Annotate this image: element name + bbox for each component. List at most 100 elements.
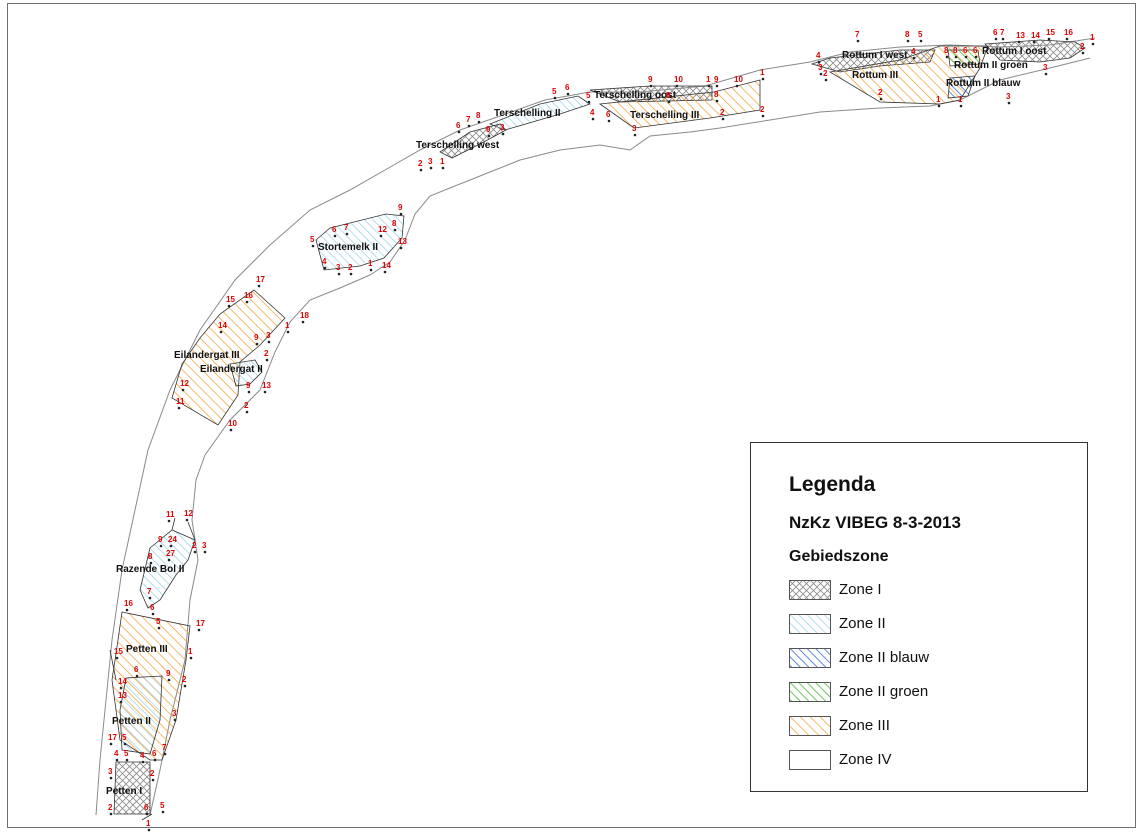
vertex-number: 8 (905, 30, 910, 39)
vertex-dot (817, 60, 821, 64)
vertex-number: 17 (108, 733, 117, 742)
zone-razende-bol-ii[interactable] (139, 529, 196, 609)
vertex-dot (906, 39, 910, 43)
vertex-dot (167, 519, 171, 523)
vertex-number: 3 (818, 63, 823, 72)
vertex-number: 1 (188, 647, 193, 656)
zone-rottum-ii-blauw[interactable] (947, 75, 976, 99)
zone-label: Rottum I west (842, 50, 908, 61)
vertex-dot (379, 234, 383, 238)
zone-petten-i[interactable] (113, 761, 151, 815)
vertex-dot (203, 550, 207, 554)
vertex-dot (115, 758, 119, 762)
vertex-number: 11 (166, 510, 175, 519)
vertex-number: 14 (382, 261, 391, 270)
vertex-dot (163, 752, 167, 756)
zone-iv-swatch (789, 750, 831, 770)
vertex-number: 13 (1016, 31, 1025, 40)
vertex-dot (286, 330, 290, 334)
vertex-number: 9 (254, 333, 259, 342)
vertex-number: 8 (476, 111, 481, 120)
vertex-dot (1047, 37, 1051, 41)
zone-eilandergat-ii[interactable] (229, 359, 263, 387)
vertex-number: 14 (218, 321, 227, 330)
vertex-number: 8 (944, 46, 949, 55)
vertex-number: 2 (1080, 42, 1085, 51)
vertex-dot (761, 77, 765, 81)
vertex-number: 4 (322, 257, 327, 266)
vertex-dot (1065, 37, 1069, 41)
zone-petten-ii[interactable] (119, 675, 163, 755)
vertex-number: 16 (244, 291, 253, 300)
vertex-dot (337, 272, 341, 276)
vertex-dot (879, 97, 883, 101)
vertex-number: 1 (440, 157, 445, 166)
zone-eilandergat-iii[interactable] (171, 289, 286, 426)
vertex-number: 10 (228, 419, 237, 428)
vertex-dot (937, 104, 941, 108)
vertex-dot (1001, 37, 1005, 41)
vertex-dot (607, 119, 611, 123)
vertex-dot (349, 272, 353, 276)
vertex-number: 6 (144, 803, 149, 812)
vertex-dot (125, 608, 129, 612)
vertex-dot (945, 55, 949, 59)
vertex-number: 2 (192, 541, 197, 550)
vertex-number: 5 (552, 87, 557, 96)
vertex-dot (109, 776, 113, 780)
vertex-dot (1081, 51, 1085, 55)
zone-rottum-i-oost[interactable] (984, 39, 1086, 63)
vertex-dot (145, 812, 149, 816)
legend-item-label: Zone III (839, 717, 890, 734)
legend-group-title: Gebiedszone (789, 548, 889, 565)
zone-label: Petten I (106, 786, 142, 797)
vertex-dot (151, 612, 155, 616)
zone-terschelling-west[interactable] (439, 123, 507, 159)
vertex-dot (229, 428, 233, 432)
vertex-dot (457, 130, 461, 134)
vertex-number: 1 (146, 819, 151, 828)
vertex-number: 3 (428, 157, 433, 166)
zone-label: Petten II (112, 716, 151, 727)
vertex-dot (994, 37, 998, 41)
vertex-number: 13 (398, 237, 407, 246)
vertex-number: 6 (134, 665, 139, 674)
zone-rottum-ii-groen[interactable] (947, 49, 981, 67)
zone-terschelling-iii[interactable] (598, 79, 761, 129)
vertex-number: 1 (285, 321, 290, 330)
vertex-number: 1 (760, 68, 765, 77)
vertex-number: 8 (392, 219, 397, 228)
vertex-dot (185, 518, 189, 522)
vertex-number: 6 (456, 121, 461, 130)
vertex-dot (912, 56, 916, 60)
vertex-number: 7 (147, 587, 152, 596)
vertex-dot (119, 700, 123, 704)
vertex-number: 3 (266, 331, 271, 340)
vertex-number: 6 (565, 83, 570, 92)
vertex-number: 2 (244, 401, 249, 410)
zone-label: Rottum II blauw (946, 78, 1021, 89)
vertex-number: 2 (150, 769, 155, 778)
vertex-dot (964, 55, 968, 59)
zone-stortemelk-ii[interactable] (315, 213, 405, 271)
vertex-dot (856, 39, 860, 43)
zone-label: Terschelling III (630, 110, 699, 121)
zone-label: Rottum II groen (954, 60, 1028, 71)
vertex-dot (148, 596, 152, 600)
vertex-dot (153, 758, 157, 762)
vertex-number: 15 (226, 295, 235, 304)
zone-iv-inner-boundary (149, 57, 1091, 816)
vertex-dot (173, 718, 177, 722)
vertex-dot (761, 114, 765, 118)
vertex-dot (119, 686, 123, 690)
vertex-dot (109, 812, 113, 816)
vertex-dot (501, 132, 505, 136)
legend-item-label: Zone IV (839, 751, 892, 768)
zone-label: Terschelling II (494, 108, 561, 119)
vertex-dot (183, 684, 187, 688)
vertex-number: 2 (418, 159, 423, 168)
legend-item-label: Zone II groen (839, 683, 929, 700)
vertex-number: 14 (118, 677, 127, 686)
vertex-dot (147, 828, 151, 832)
vertex-number: 5 (124, 749, 129, 758)
